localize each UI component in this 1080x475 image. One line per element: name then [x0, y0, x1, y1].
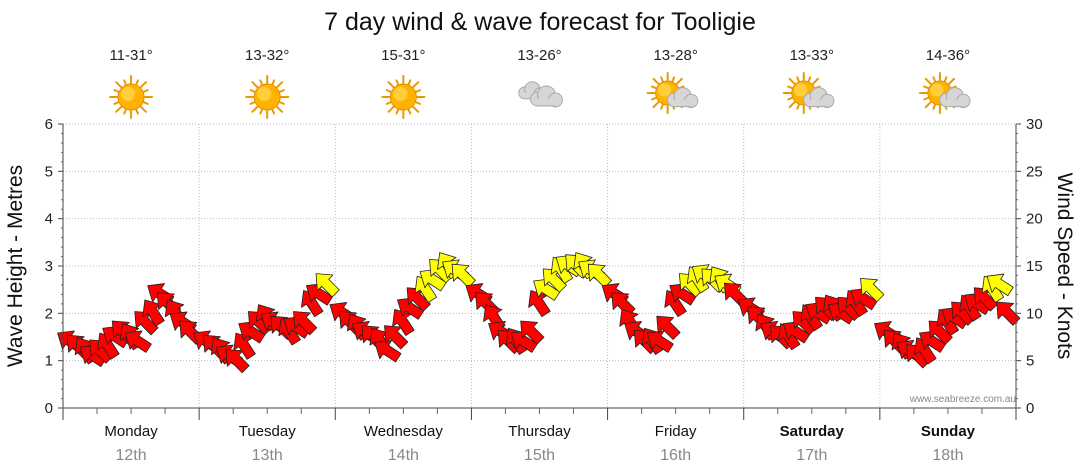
partly-cloudy-icon — [918, 72, 971, 114]
wind-arrows — [57, 252, 1021, 374]
day-temp: 14-36° — [926, 47, 970, 64]
y-tick-label-right: 15 — [1026, 258, 1043, 275]
day-name: Sunday — [921, 423, 976, 440]
y-tick-label-right: 10 — [1026, 305, 1043, 322]
day-name: Tuesday — [239, 423, 296, 440]
y-tick-label-left: 5 — [45, 163, 53, 180]
wind-arrow — [656, 315, 681, 340]
sun-icon — [381, 75, 426, 119]
wind-arrow — [986, 273, 1014, 297]
y-axis-left-label: Wave Height - Metres — [4, 165, 27, 367]
y-tick-label-left: 0 — [45, 400, 53, 417]
day-labels: Monday 12th Tuesday 13th Wednesday 14th Thursd… — [104, 423, 975, 464]
wind-arrow — [587, 263, 613, 288]
wind-arrow — [124, 330, 152, 353]
axes: 0 1 2 3 4 5 6 0 5 10 15 20 25 30 — [45, 116, 1043, 420]
day-temp: 11-31° — [109, 47, 152, 64]
wind-arrow — [996, 301, 1021, 326]
day-temp: 13-26° — [517, 47, 561, 64]
credit-text: www.seabreeze.com.au — [909, 394, 1016, 405]
partly-cloudy-icon — [646, 72, 699, 114]
sun-icon — [245, 75, 290, 119]
plot-grid — [63, 123, 1016, 408]
y-tick-label-left: 6 — [45, 116, 53, 133]
day-name: Friday — [655, 423, 697, 440]
day-temp: 13-32° — [245, 47, 289, 64]
sun-icon — [109, 75, 154, 119]
day-date: 18th — [932, 447, 963, 464]
day-name: Monday — [104, 423, 158, 440]
day-date: 14th — [388, 447, 419, 464]
day-forecast-header: 11-31° 13-32° 15-31° 13-26° 13-28° 13-33° 14-3… — [109, 47, 971, 119]
y-tick-label-right: 20 — [1026, 211, 1043, 228]
day-name: Saturday — [780, 423, 845, 440]
wind-arrow — [142, 299, 165, 327]
day-name: Wednesday — [364, 423, 443, 440]
day-date: 13th — [252, 447, 283, 464]
day-date: 16th — [660, 447, 691, 464]
wind-arrow — [451, 263, 476, 288]
y-tick-label-left: 2 — [45, 305, 53, 322]
day-temp: 15-31° — [381, 47, 425, 64]
wind-arrow — [374, 339, 402, 363]
day-date: 15th — [524, 447, 555, 464]
chart-title: 7 day wind & wave forecast for Tooligie — [324, 8, 756, 36]
partly-cloudy-icon — [782, 72, 835, 114]
y-tick-label-left: 4 — [45, 211, 53, 228]
y-tick-label-left: 3 — [45, 258, 53, 275]
wind-arrow — [646, 330, 674, 353]
day-temp: 13-28° — [653, 47, 697, 64]
wind-arrow — [860, 277, 885, 303]
y-tick-label-left: 1 — [45, 353, 53, 370]
day-date: 17th — [796, 447, 827, 464]
wind-arrow — [293, 311, 318, 336]
y-tick-label-right: 0 — [1026, 400, 1034, 417]
wind-arrow — [520, 320, 545, 345]
y-tick-label-right: 5 — [1026, 353, 1034, 370]
wind-arrow — [611, 292, 636, 317]
y-axis-right-label: Wind Speed - Knots — [1053, 173, 1076, 360]
y-tick-label-right: 25 — [1026, 163, 1043, 180]
day-date: 12th — [116, 447, 147, 464]
y-tick-label-right: 30 — [1026, 116, 1043, 133]
wind-arrow — [315, 273, 340, 298]
day-name: Thursday — [508, 423, 571, 440]
day-temp: 13-33° — [790, 47, 834, 64]
cloud-icon — [518, 81, 563, 108]
